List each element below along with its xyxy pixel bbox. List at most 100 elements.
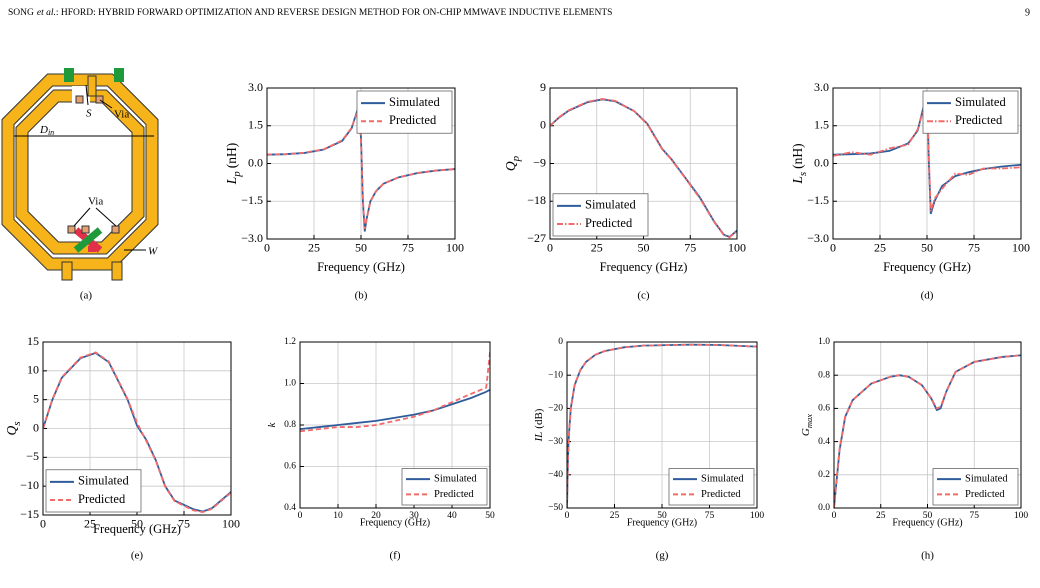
legend-label: Simulated (955, 95, 1006, 109)
x-tick-label: 75 (684, 240, 696, 254)
y-tick-label: 1.5 (248, 118, 263, 132)
y-tick-label: 1.0 (818, 337, 830, 347)
y-tick-label: 0.0 (818, 503, 830, 513)
y-tick-label: 0.8 (284, 420, 296, 430)
y-tick-label: 0.0 (248, 155, 263, 169)
y-axis-unit: (nH) (790, 143, 805, 169)
x-tick-label: 100 (446, 240, 464, 254)
y-tick-label: −40 (548, 470, 563, 480)
caption: (f) (390, 550, 401, 562)
y-axis-subscript: p (231, 171, 243, 178)
x-tick-label: 25 (874, 240, 886, 254)
legend-label: Simulated (434, 474, 477, 485)
series-line (300, 352, 490, 433)
caption: (e) (131, 550, 144, 562)
author: SONG (8, 8, 34, 18)
y-axis-unit: (nH) (224, 143, 239, 169)
paper-title: : HFORD: HYBRID FORWARD OPTIMIZATION AND… (56, 8, 613, 18)
legend: Simulated Predicted (668, 468, 755, 506)
y-axis-subscript: max (804, 414, 814, 428)
x-tick-label: 75 (178, 516, 190, 530)
x-tick-label: 50 (485, 511, 495, 521)
x-tick-label: 30 (409, 511, 419, 521)
x-axis-label: Frequency (GHz) (93, 522, 181, 536)
y-tick-label: 10 (27, 363, 39, 377)
diameter-subscript: in (48, 128, 54, 137)
chart: −3.0 −1.5 0.0 1.5 3.0 0 25 50 75 100 Simulated Pred… (224, 80, 464, 302)
legend-box (356, 90, 453, 134)
y-axis-label: Qs (4, 421, 22, 435)
x-tick-label: 25 (308, 240, 320, 254)
legend-label: Predicted (965, 489, 1005, 500)
x-tick-label: 25 (876, 511, 886, 521)
legend-box (668, 468, 755, 506)
y-axis-symbol: Q (503, 161, 518, 171)
plot-frame (566, 341, 758, 509)
legend-label: Simulated (78, 474, 129, 488)
legend-box (552, 193, 649, 237)
x-tick-label: 0 (264, 240, 270, 254)
legend: Simulated Predicted (932, 468, 1019, 506)
series-line (43, 351, 231, 514)
y-tick-label: 0 (540, 118, 546, 132)
legend: Simulated Predicted (922, 90, 1019, 134)
x-tick-label: 10 (333, 511, 343, 521)
y-tick-label: −3.0 (241, 231, 263, 245)
chart: −50 −40 −30 −20 −10 0 0 25 50 75 100 Simulated Predi… (533, 337, 765, 561)
y-tick-label: −1.5 (807, 193, 829, 207)
series-line (550, 97, 737, 239)
plot-frame (299, 341, 491, 509)
y-tick-label: 3.0 (248, 80, 263, 94)
caption: (h) (921, 550, 934, 562)
y-tick-label: −27 (527, 231, 546, 245)
y-axis-symbol: Q (4, 426, 19, 436)
legend: Simulated Predicted (356, 90, 453, 134)
y-tick-label: 3.0 (814, 80, 829, 94)
x-tick-label: 0 (40, 516, 46, 530)
y-tick-label: −50 (548, 503, 563, 513)
y-tick-label: −20 (548, 404, 563, 414)
y-tick-label: −10 (548, 370, 563, 380)
caption: (c) (637, 290, 650, 302)
x-axis-label: Frequency (GHz) (317, 260, 405, 274)
y-axis-label: IL (dB) (533, 408, 545, 442)
chart: −27 −18 −9 0 9 0 25 50 75 100 Simulated Predicted Fr… (503, 80, 746, 302)
y-tick-label: −1.5 (241, 193, 263, 207)
x-tick-label: 75 (968, 240, 980, 254)
caption: (d) (921, 290, 934, 302)
y-axis-symbol: L (790, 176, 805, 185)
plot-frame (833, 341, 1022, 509)
x-tick-label: 0 (547, 240, 553, 254)
legend-box (922, 90, 1019, 134)
y-tick-label: 0.8 (818, 370, 830, 380)
y-tick-label: −10 (20, 478, 39, 492)
running-header: SONG et al.: HFORD: HYBRID FORWARD OPTIMI… (8, 8, 612, 18)
y-tick-label: 0 (33, 420, 39, 434)
x-tick-label: 100 (1014, 511, 1029, 521)
caption: (a) (80, 290, 93, 302)
y-tick-label: 0.2 (818, 470, 830, 480)
y-tick-label: −18 (527, 193, 546, 207)
x-axis-label: Frequency (GHz) (883, 260, 971, 274)
spacing-label: S (86, 108, 92, 120)
x-axis-label: Frequency (GHz) (627, 517, 697, 528)
x-tick-label: 0 (565, 511, 570, 521)
x-tick-label: 25 (84, 516, 96, 530)
diameter-label: Din (39, 124, 54, 137)
y-tick-label: −9 (533, 155, 546, 169)
y-axis-label: Ls (nH) (790, 143, 808, 184)
chart: 0.0 0.2 0.4 0.6 0.8 1.0 0 25 50 75 100 Simulated Pre… (800, 337, 1029, 561)
x-tick-label: 75 (705, 511, 715, 521)
x-tick-label: 100 (1012, 240, 1030, 254)
y-axis-label: Gmax (800, 414, 814, 436)
y-tick-label: 0 (558, 337, 563, 347)
y-tick-label: 0.6 (284, 462, 296, 472)
width-label: W (148, 246, 158, 258)
legend-label: Simulated (701, 474, 744, 485)
y-axis-subscript: s (797, 172, 809, 176)
legend-label: Predicted (389, 113, 437, 127)
x-tick-label: 50 (638, 240, 650, 254)
plot-frame (266, 87, 456, 240)
x-tick-label: 75 (970, 511, 980, 521)
